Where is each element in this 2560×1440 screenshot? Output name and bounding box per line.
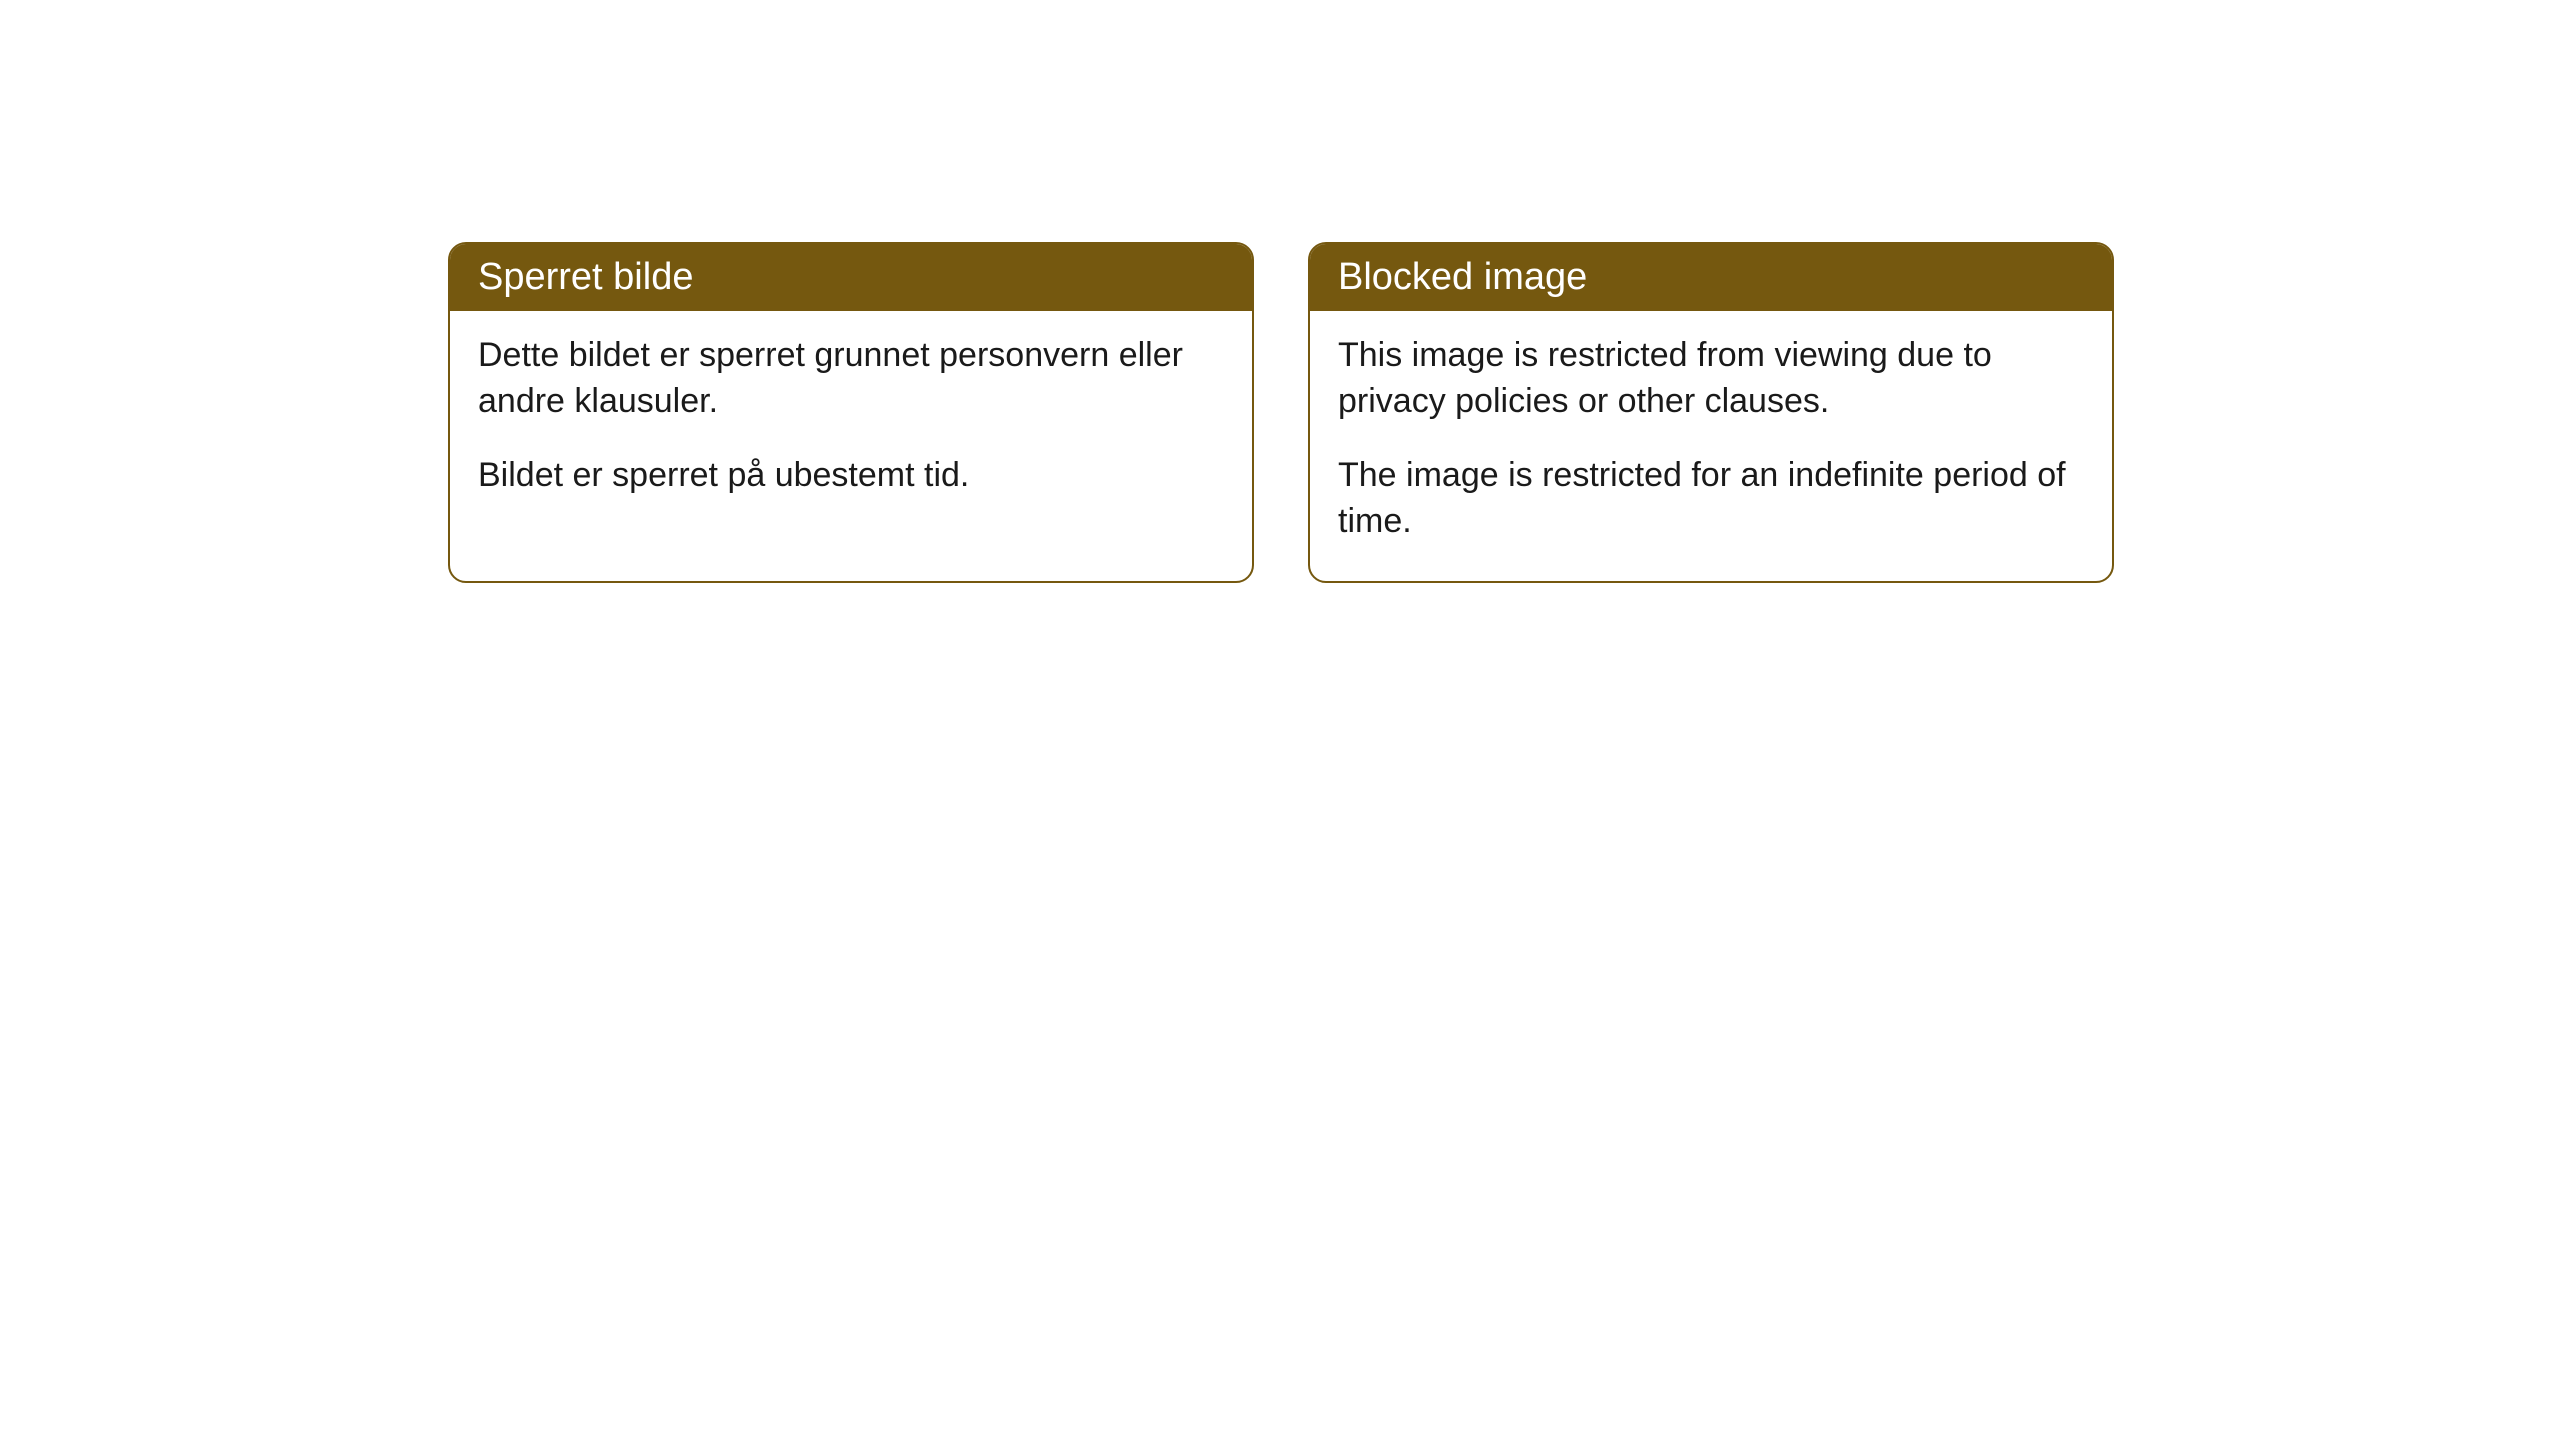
card-body: Dette bildet er sperret grunnet personve… — [450, 311, 1252, 535]
restriction-reason-text: This image is restricted from viewing du… — [1338, 333, 2084, 425]
card-title: Blocked image — [1338, 256, 1587, 298]
card-header: Blocked image — [1310, 244, 2112, 311]
restriction-duration-text: Bildet er sperret på ubestemt tid. — [478, 453, 1224, 499]
blocked-image-card-english: Blocked image This image is restricted f… — [1308, 242, 2114, 583]
restriction-reason-text: Dette bildet er sperret grunnet personve… — [478, 333, 1224, 425]
blocked-image-card-norwegian: Sperret bilde Dette bildet er sperret gr… — [448, 242, 1254, 583]
restriction-duration-text: The image is restricted for an indefinit… — [1338, 453, 2084, 545]
card-body: This image is restricted from viewing du… — [1310, 311, 2112, 581]
cards-container: Sperret bilde Dette bildet er sperret gr… — [0, 0, 2560, 583]
card-title: Sperret bilde — [478, 256, 693, 298]
card-header: Sperret bilde — [450, 244, 1252, 311]
